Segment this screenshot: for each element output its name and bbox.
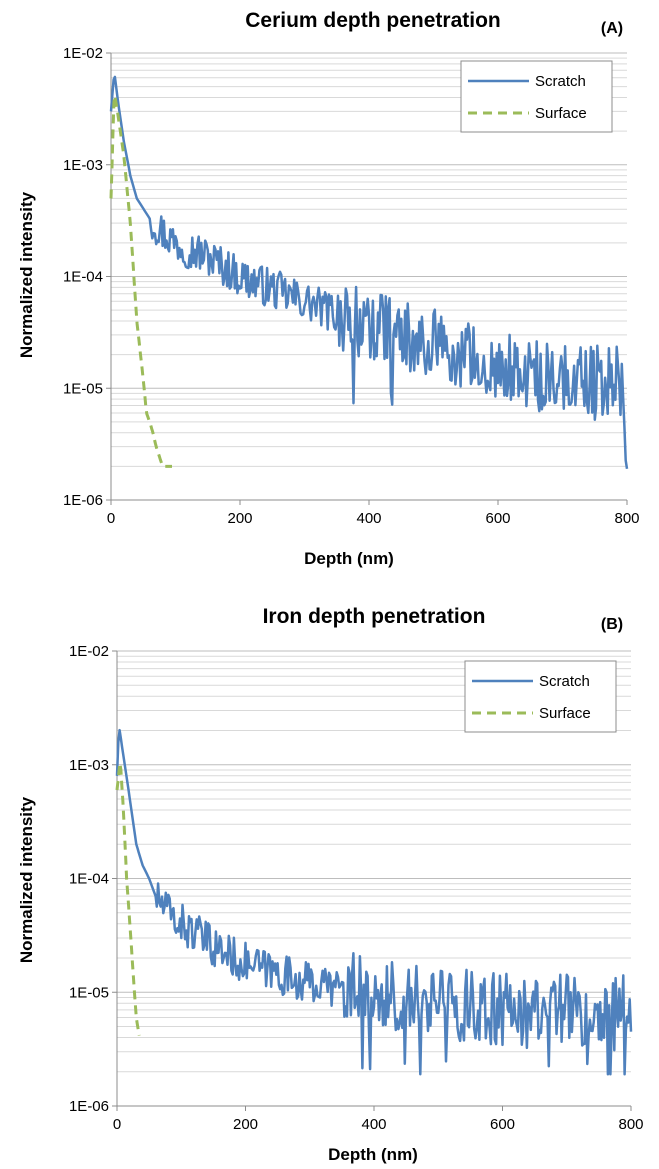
series-line-surface [111, 96, 172, 467]
series-line-surface [117, 763, 139, 1036]
y-tick-label: 1E-03 [69, 757, 109, 774]
series-line-scratch [111, 77, 627, 469]
y-tick-label: 1E-03 [63, 157, 103, 174]
legend-label: Surface [539, 705, 591, 722]
chart-b-svg: Iron depth penetration (B) Depth (nm) No… [0, 590, 659, 1169]
y-tick-label: 1E-05 [63, 380, 103, 397]
x-tick-label: 600 [490, 1116, 515, 1133]
legend: Scratch Surface [465, 661, 616, 732]
y-axis-title: Normalized intensity [17, 191, 36, 358]
panel-tag: (B) [601, 616, 623, 633]
legend: Scratch Surface [461, 61, 612, 132]
legend-label: Scratch [539, 673, 590, 690]
series-line-scratch [117, 730, 631, 1074]
legend-label: Surface [535, 105, 587, 122]
x-axis-title: Depth (nm) [328, 1145, 418, 1164]
y-tick-label: 1E-02 [63, 45, 103, 62]
x-axis-title: Depth (nm) [304, 549, 394, 568]
y-tick-label: 1E-06 [69, 1098, 109, 1115]
y-tick-label: 1E-04 [63, 269, 103, 286]
y-tick-label: 1E-04 [69, 871, 109, 888]
x-tick-label: 0 [107, 510, 115, 527]
y-axis-title: Normalized intensity [17, 796, 36, 963]
x-tick-label: 600 [485, 510, 510, 527]
panel-tag: (A) [601, 20, 623, 37]
chart-title: Cerium depth penetration [245, 9, 501, 32]
x-tick-label: 800 [614, 510, 639, 527]
y-tick-label: 1E-06 [63, 492, 103, 509]
chart-panel-a: Cerium depth penetration (A) Depth (nm) … [0, 0, 659, 580]
chart-panel-b: Iron depth penetration (B) Depth (nm) No… [0, 590, 659, 1169]
x-tick-label: 400 [361, 1116, 386, 1133]
legend-label: Scratch [535, 73, 586, 90]
chart-title: Iron depth penetration [263, 605, 486, 628]
x-tick-label: 400 [356, 510, 381, 527]
chart-a-svg: Cerium depth penetration (A) Depth (nm) … [0, 0, 659, 580]
y-tick-label: 1E-05 [69, 984, 109, 1001]
y-tick-label: 1E-02 [69, 643, 109, 660]
x-tick-label: 800 [618, 1116, 643, 1133]
x-tick-label: 200 [233, 1116, 258, 1133]
x-tick-label: 200 [227, 510, 252, 527]
x-tick-label: 0 [113, 1116, 121, 1133]
